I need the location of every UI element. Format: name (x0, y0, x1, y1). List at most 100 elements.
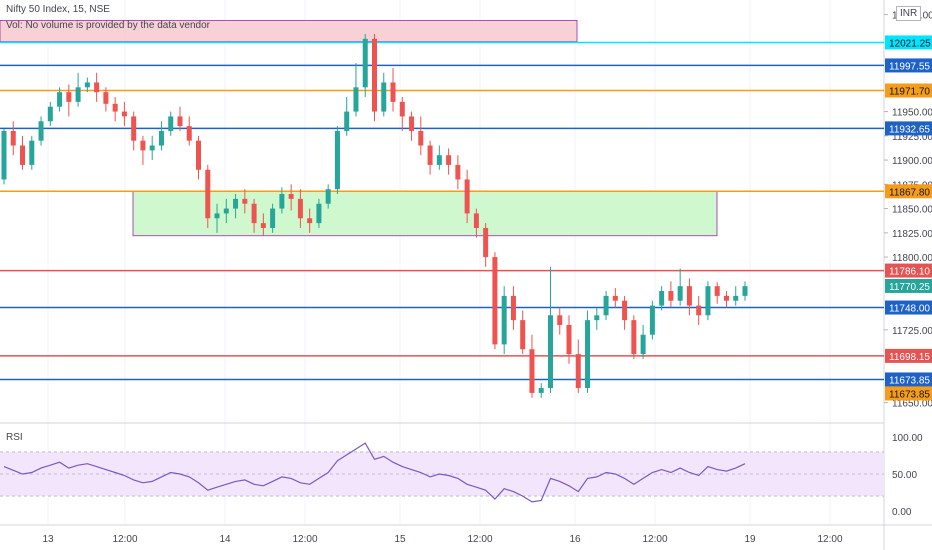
level-badge-label: 11867.80 (889, 187, 930, 198)
candle-body (455, 164, 461, 180)
level-badges: 12021.25 11997.55 11971.70 11932.65 11867.80… (885, 35, 932, 401)
candle-body (242, 198, 248, 204)
candle-body (20, 145, 26, 165)
candle-body (47, 106, 53, 122)
level-badge-label: 12021.25 (889, 38, 931, 49)
level-badge (885, 58, 932, 73)
candle-body (510, 295, 516, 321)
level-badge-label: 11932.65 (889, 124, 930, 135)
level-badge (885, 348, 932, 363)
candle-body (612, 295, 618, 301)
candle-body (427, 145, 433, 165)
candle-body (733, 295, 739, 301)
candle-body (575, 354, 581, 389)
level-badge-label: 11770.25 (889, 282, 930, 293)
candle-body (353, 87, 359, 112)
price-tick-label: 11925.00 (892, 132, 932, 143)
candle-body (316, 203, 322, 224)
rsi-label: RSI (6, 432, 23, 443)
level-badge (885, 263, 932, 278)
candle-body (520, 320, 526, 350)
candle-body (418, 130, 424, 146)
time-tick-label: 12:00 (467, 534, 492, 545)
rsi-pane (0, 442, 884, 503)
candle-body (686, 286, 692, 306)
time-axis[interactable]: 13 12:00 14 12:00 15 12:00 16 12:00 19 12:00 (42, 534, 843, 545)
candle-body (94, 82, 100, 93)
candle-body (251, 203, 257, 224)
zone-rect (132, 190, 718, 237)
level-badge (885, 278, 932, 293)
candle-body (547, 315, 553, 389)
candle-body (344, 111, 350, 131)
level-badge-label: 11673.85 (889, 389, 930, 400)
candle-body (603, 295, 609, 316)
candle-body (362, 38, 368, 88)
candle-body (279, 194, 285, 209)
candle-body (325, 189, 331, 204)
candle-body (1, 130, 7, 180)
level-badge-label: 11997.55 (889, 61, 930, 72)
candle-body (149, 145, 155, 151)
candle-body (205, 169, 211, 219)
rsi-tick-label: 50.00 (892, 470, 917, 481)
candle-body (297, 198, 303, 219)
candle-body (649, 305, 655, 335)
level-badge (885, 121, 932, 136)
price-tick-label: 11825.00 (892, 229, 932, 240)
candle-body (121, 111, 127, 117)
level-badge-label: 11698.15 (889, 352, 930, 363)
candle-body (705, 286, 711, 316)
candle-body (594, 315, 600, 321)
candle-body (585, 320, 591, 389)
price-tick-label: 11950.00 (892, 108, 932, 119)
candle-body (131, 116, 137, 141)
candle-body (334, 130, 340, 190)
candle-body (538, 388, 544, 393)
time-tick-label: 16 (569, 534, 581, 545)
candle-body (372, 38, 377, 112)
candle-body (640, 334, 646, 355)
candle-body (622, 300, 628, 321)
level-badge (885, 300, 932, 315)
level-badge-label: 11786.10 (889, 267, 930, 278)
candle-body (103, 92, 109, 104)
level-badge (885, 35, 932, 50)
price-tick-label: 11650.00 (892, 399, 932, 410)
candle-body (233, 198, 239, 209)
candle-body (112, 103, 118, 112)
candle-body (631, 320, 637, 355)
level-badge (885, 372, 932, 387)
candle-body (409, 116, 415, 131)
candles (1, 33, 748, 398)
candle-body (260, 223, 266, 228)
candle-body (223, 208, 229, 214)
price-tick-label: 11800.00 (892, 253, 932, 264)
currency-badge[interactable]: INR (896, 6, 922, 21)
candle-body (492, 257, 498, 345)
candle-body (84, 82, 90, 88)
candle-body (483, 227, 489, 258)
candle-body (10, 130, 16, 146)
candle-body (270, 208, 276, 228)
candle-body (566, 324, 572, 355)
candle-body (501, 295, 507, 345)
level-badge (885, 184, 932, 199)
candle-body (57, 92, 63, 107)
candle-body (668, 291, 674, 301)
candle-body (473, 213, 479, 228)
price-tick-label: 11725.00 (892, 326, 932, 337)
time-tick-label: 15 (394, 534, 406, 545)
time-tick-label: 14 (219, 534, 231, 545)
candle-body (390, 82, 396, 102)
candle-body (66, 92, 72, 102)
candle-body (529, 349, 535, 393)
level-lines (0, 41, 884, 381)
rsi-line (3, 442, 746, 503)
candle-body (677, 286, 683, 301)
time-tick-label: 19 (744, 534, 756, 545)
time-tick-label: 12:00 (817, 534, 842, 545)
candle-body (557, 315, 563, 325)
